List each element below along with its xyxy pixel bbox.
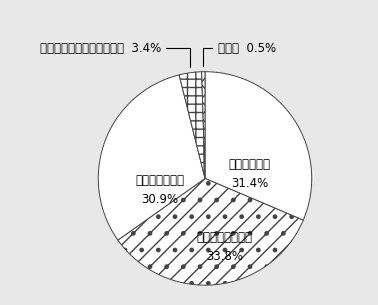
Wedge shape bbox=[205, 72, 312, 220]
Text: コミュニケーションの援護  3.4%: コミュニケーションの援護 3.4% bbox=[40, 42, 190, 67]
Text: 入浴等の身辺介助: 入浴等の身辺介助 bbox=[196, 231, 252, 244]
Text: 33.8%: 33.8% bbox=[206, 250, 243, 263]
Wedge shape bbox=[118, 178, 303, 285]
Wedge shape bbox=[201, 72, 205, 178]
Wedge shape bbox=[179, 72, 205, 178]
Text: 31.4%: 31.4% bbox=[231, 177, 268, 190]
Text: 掃除等の家事: 掃除等の家事 bbox=[229, 158, 271, 171]
Text: 外出時の付添い: 外出時の付添い bbox=[136, 174, 185, 187]
Text: 30.9%: 30.9% bbox=[142, 193, 179, 206]
Wedge shape bbox=[98, 75, 205, 240]
Text: その他  0.5%: その他 0.5% bbox=[203, 42, 276, 66]
